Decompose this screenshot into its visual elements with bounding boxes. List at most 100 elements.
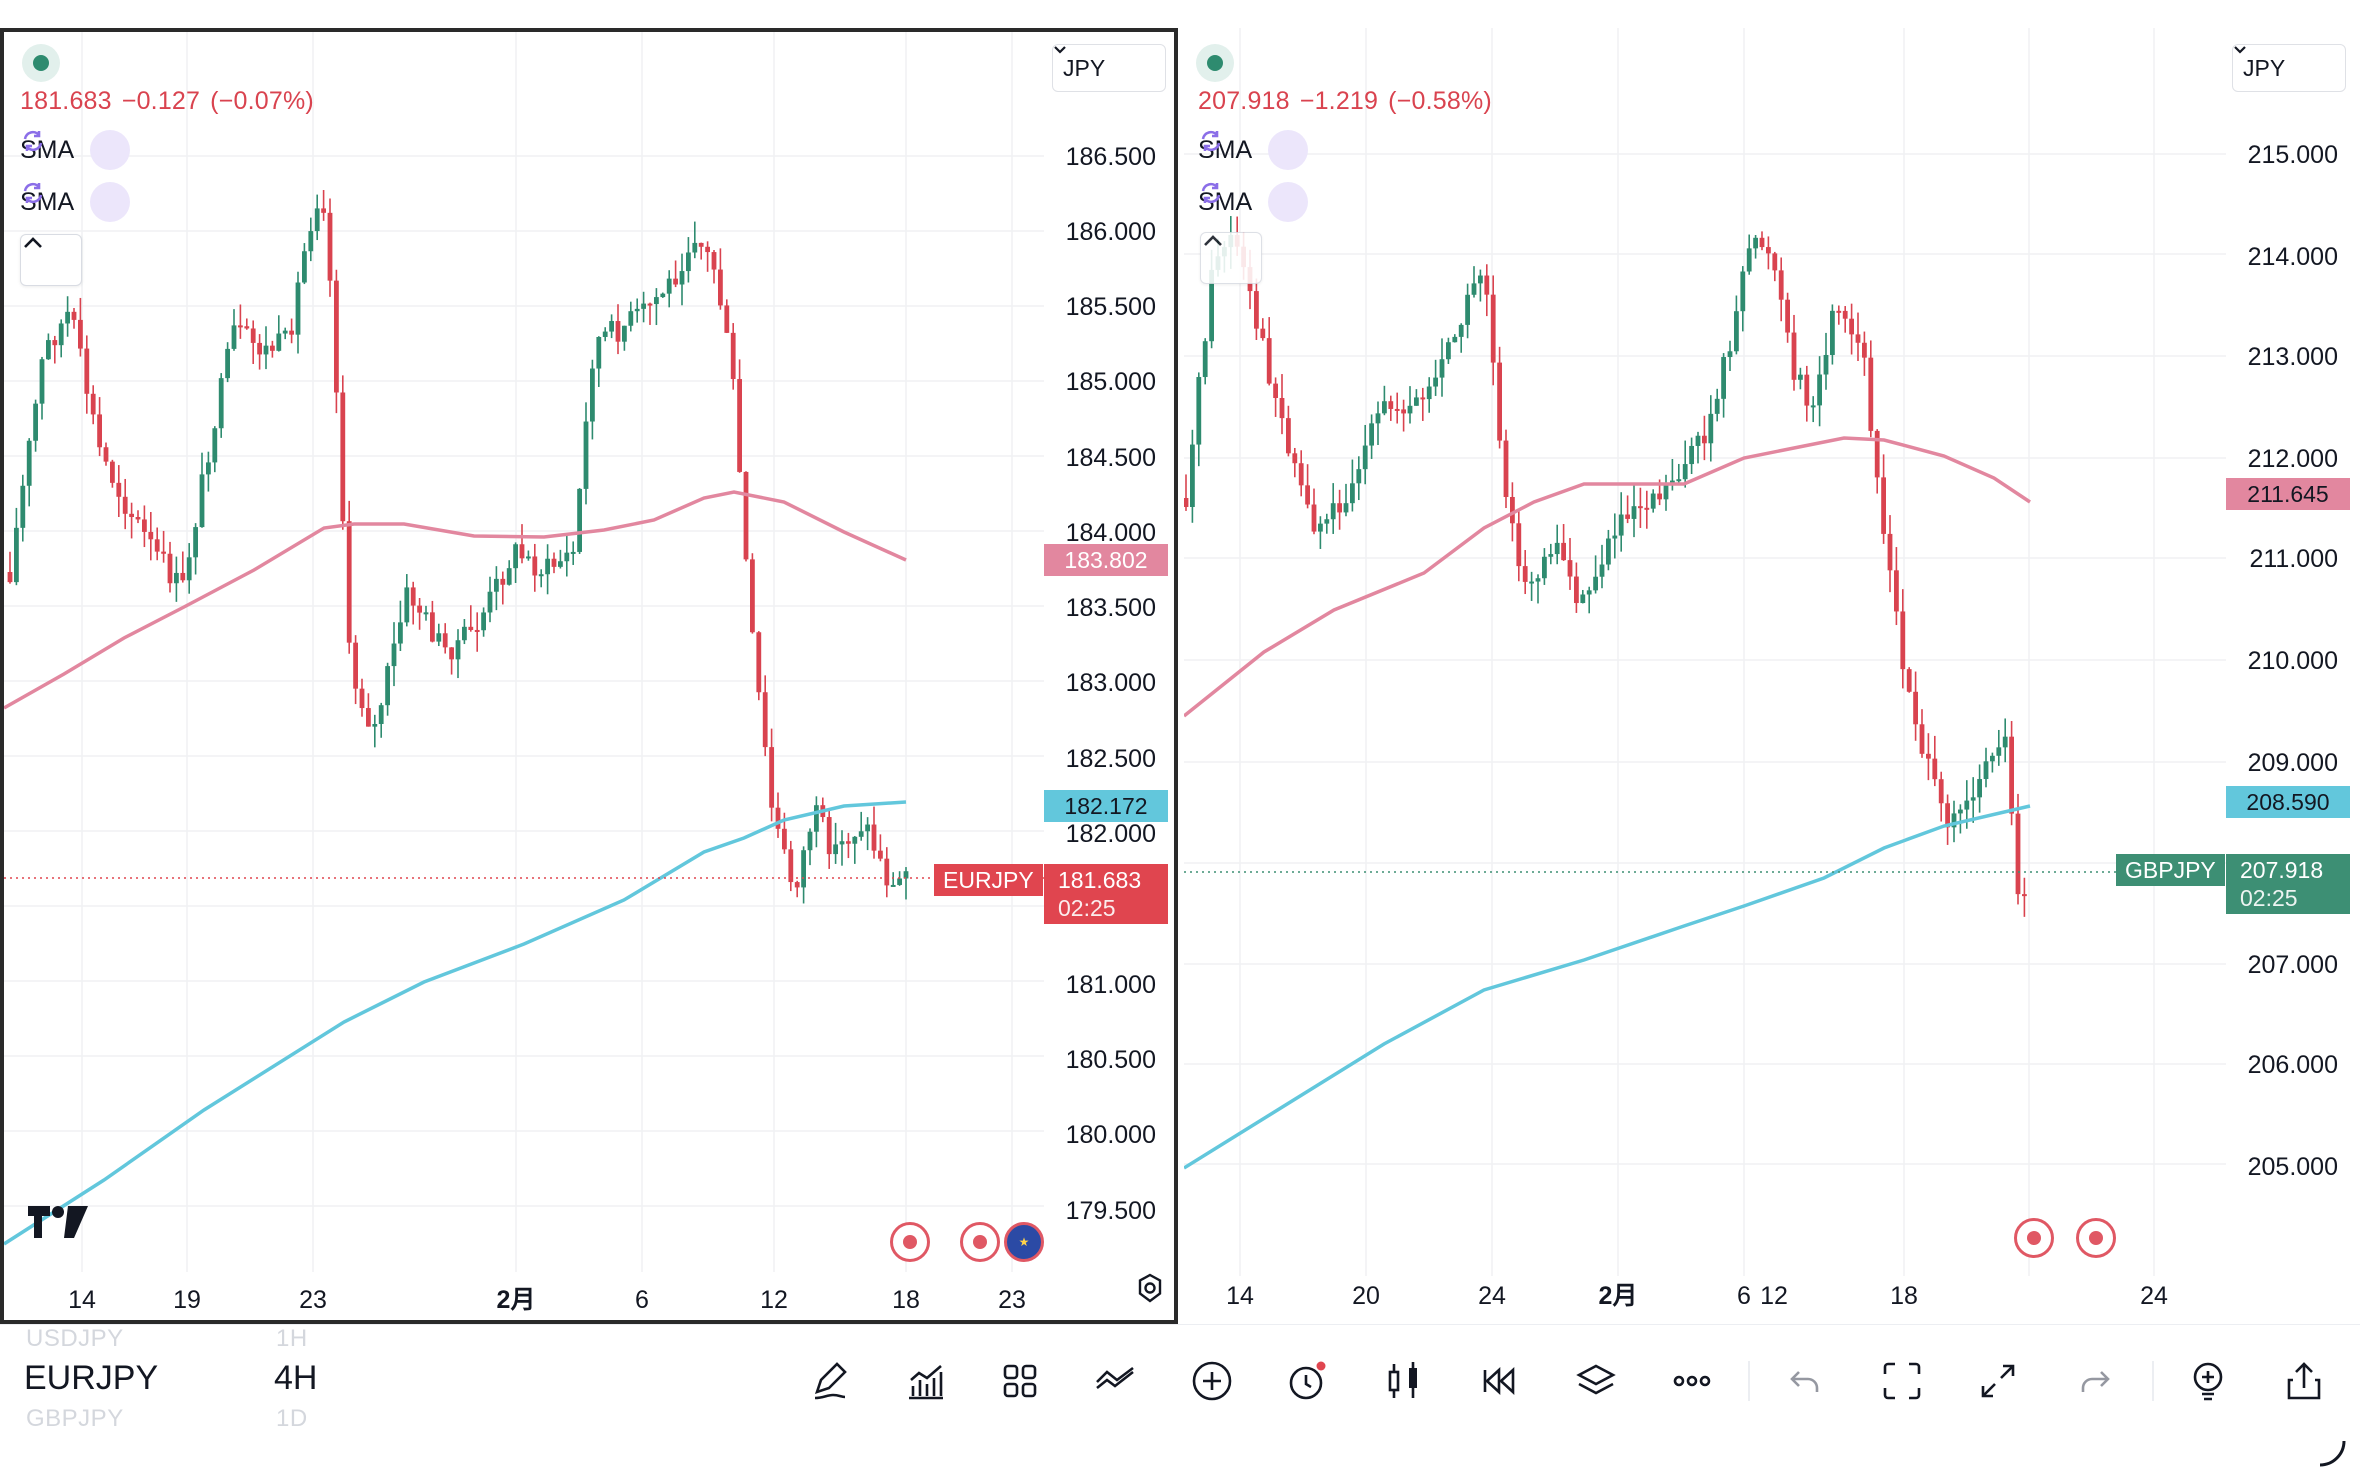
- time-axis-label: 6: [1737, 1282, 1751, 1310]
- idea-icon[interactable]: [2180, 1353, 2236, 1409]
- market-status-dot[interactable]: [1196, 44, 1234, 82]
- redo-icon[interactable]: [2066, 1353, 2122, 1409]
- indicator-sma-2[interactable]: SMA: [1198, 180, 1309, 224]
- candle-body: [628, 311, 634, 326]
- event-marker[interactable]: [890, 1222, 930, 1262]
- loading-icon[interactable]: [23, 130, 131, 170]
- candle-body: [1554, 542, 1560, 555]
- candle-body: [212, 428, 218, 463]
- time-axis-label: 14: [68, 1286, 96, 1314]
- candle-body: [1682, 464, 1688, 480]
- layers-icon[interactable]: [1568, 1353, 1624, 1409]
- candle-body: [839, 841, 845, 845]
- compare-icon[interactable]: [1088, 1353, 1144, 1409]
- indicator-sma-1[interactable]: SMA: [1198, 128, 1309, 172]
- candle-body: [1945, 803, 1950, 828]
- timeframe-picker[interactable]: 4H: [274, 1359, 318, 1397]
- sma-fast-line: [4, 800, 907, 1246]
- candle-body: [1394, 408, 1400, 411]
- chart-pane-eurjpy[interactable]: 186.500 186.000 185.500 185.000 184.500 184.0…: [0, 28, 1178, 1324]
- candle-body: [577, 488, 582, 552]
- indicator-sma-2[interactable]: SMA: [20, 180, 131, 224]
- candle-body: [737, 379, 742, 472]
- candle-body: [1932, 758, 1938, 780]
- candle-body: [583, 421, 589, 489]
- candle-body: [39, 359, 45, 404]
- candle-body: [263, 345, 269, 355]
- alert-icon[interactable]: [1280, 1353, 1336, 1409]
- currency-select-right[interactable]: JPY: [2232, 44, 2346, 92]
- event-marker[interactable]: [960, 1222, 1000, 1262]
- pen-icon[interactable]: [802, 1353, 858, 1409]
- candle-body: [692, 242, 698, 253]
- candle-body: [346, 521, 352, 643]
- indicators-icon[interactable]: [898, 1353, 954, 1409]
- candle-body: [65, 311, 70, 324]
- layout-grid-icon[interactable]: [992, 1353, 1048, 1409]
- time-axis-label: 14: [1226, 1282, 1254, 1310]
- loading-icon[interactable]: [23, 182, 131, 222]
- loading-icon[interactable]: [1201, 182, 1309, 222]
- ghost-symbol-above[interactable]: USDJPY: [26, 1325, 124, 1352]
- replay-icon[interactable]: [1472, 1353, 1528, 1409]
- candle-body: [1266, 338, 1272, 384]
- candle-body: [366, 708, 371, 727]
- candle-body: [1426, 386, 1432, 400]
- candle-body: [1184, 498, 1189, 507]
- share-icon[interactable]: [2276, 1353, 2332, 1409]
- candle-body: [807, 831, 813, 851]
- time-axis-label: 12: [1760, 1282, 1788, 1310]
- symbol-picker[interactable]: EURJPY: [24, 1359, 159, 1397]
- candle-body: [1670, 480, 1675, 484]
- ghost-timeframe-below[interactable]: 1D: [276, 1405, 308, 1432]
- candle-body: [110, 461, 115, 483]
- candle-body: [353, 642, 358, 689]
- candle-body: [1727, 351, 1733, 358]
- collapse-legend-button[interactable]: [1200, 232, 1262, 284]
- candle-body: [698, 242, 704, 247]
- candle-body: [2009, 736, 2014, 814]
- candle-body: [794, 882, 800, 888]
- chart-canvas-eurjpy[interactable]: 186.500 186.000 185.500 185.000 184.500 184.0…: [4, 32, 1174, 1320]
- time-axis-label: 18: [1890, 1282, 1918, 1310]
- market-status-dot[interactable]: [22, 44, 60, 82]
- chart-pane-gbpjpy[interactable]: 215.000 214.000 213.000 212.000 211.000 210.0…: [1184, 28, 2360, 1324]
- candle-body: [218, 378, 224, 429]
- candle-body: [1996, 747, 2002, 756]
- indicator-sma-1[interactable]: SMA: [20, 128, 131, 172]
- price-axis-label: 185.000: [1066, 368, 1156, 396]
- currency-value: JPY: [2243, 54, 2286, 81]
- candle-body: [97, 414, 102, 448]
- candle-body: [1836, 310, 1842, 313]
- ghost-timeframe-above[interactable]: 1H: [276, 1325, 308, 1352]
- ghost-symbol-below[interactable]: GBPJPY: [26, 1405, 124, 1432]
- bar-countdown: 02:25: [2240, 885, 2298, 911]
- chart-canvas-gbpjpy[interactable]: 215.000 214.000 213.000 212.000 211.000 210.0…: [1184, 28, 2360, 1324]
- add-icon[interactable]: [1184, 1353, 1240, 1409]
- fullscreen-select-icon[interactable]: [1874, 1353, 1930, 1409]
- event-marker[interactable]: [2076, 1218, 2116, 1258]
- candle-body: [1279, 398, 1285, 419]
- undo-icon[interactable]: [1778, 1353, 1834, 1409]
- candles-icon[interactable]: [1376, 1353, 1432, 1409]
- currency-select-left[interactable]: JPY: [1052, 44, 1166, 92]
- collapse-legend-button[interactable]: [20, 234, 82, 286]
- candle-body: [257, 342, 262, 355]
- more-icon[interactable]: [1664, 1353, 1720, 1409]
- candle-body: [206, 462, 211, 475]
- candle-body: [7, 572, 13, 583]
- eu-flag-icon[interactable]: ★: [1004, 1222, 1044, 1262]
- expand-icon[interactable]: [1970, 1353, 2026, 1409]
- symbol-tag-eurjpy: EURJPY: [934, 864, 1043, 896]
- candle-body: [231, 325, 237, 349]
- candle-body: [718, 269, 723, 306]
- candle-body: [1964, 800, 1970, 810]
- candle-body: [1446, 342, 1451, 360]
- candle-body: [1439, 359, 1445, 378]
- candle-body: [174, 572, 179, 584]
- loading-icon[interactable]: [1201, 130, 1309, 170]
- event-marker[interactable]: [2014, 1218, 2054, 1258]
- candle-body: [423, 612, 429, 615]
- candle-body: [1458, 324, 1464, 337]
- candle-body: [602, 331, 608, 337]
